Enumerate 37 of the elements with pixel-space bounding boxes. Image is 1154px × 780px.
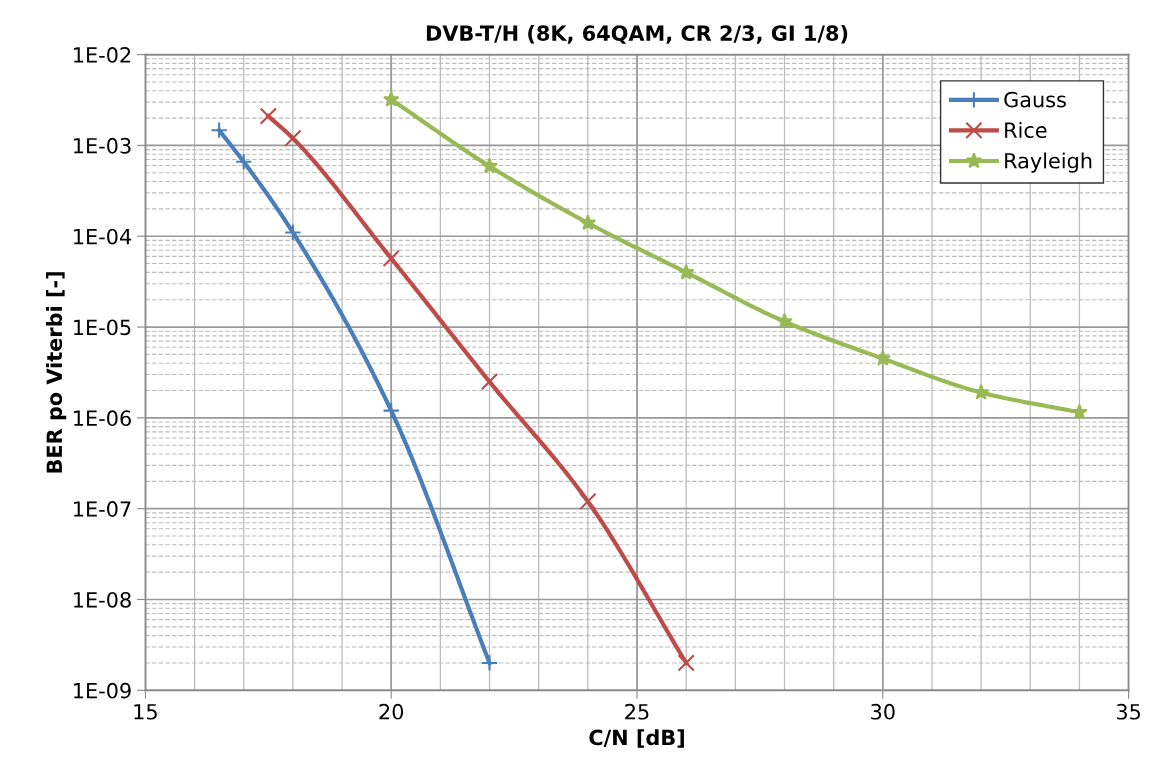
point <box>382 249 400 268</box>
y-tick-label: 1E-03 <box>74 137 131 154</box>
point <box>677 263 695 280</box>
x-tick-label: 35 <box>1116 703 1141 720</box>
point <box>1071 403 1088 420</box>
point <box>382 90 400 107</box>
point <box>579 214 597 231</box>
point <box>235 153 253 171</box>
point <box>481 157 498 174</box>
point <box>874 349 892 366</box>
point <box>382 401 400 420</box>
point <box>480 373 499 391</box>
point <box>284 223 302 242</box>
y-tick-label: 1E-08 <box>74 591 131 608</box>
point <box>210 121 228 139</box>
point <box>579 492 597 511</box>
point <box>259 107 277 125</box>
point <box>284 129 302 147</box>
y-tick-label: 1E-06 <box>74 410 131 427</box>
x-tick-label: 15 <box>134 704 157 720</box>
x-tick-label: 25 <box>625 703 649 720</box>
x-axis-title: C/N [dB] <box>589 729 684 748</box>
y-tick-label: 1E-05 <box>74 319 131 336</box>
x-tick-label: 20 <box>379 703 404 720</box>
point <box>480 654 499 672</box>
point <box>677 654 695 672</box>
y-axis-title: BER po Viterbi [-] <box>46 272 67 473</box>
y-tick-label: 1E-07 <box>74 501 131 517</box>
chart-title: DVB-T/H (8K, 64QAM, CR 2/3, GI 1/8) <box>426 24 848 44</box>
legend-label: Rice <box>1005 121 1047 139</box>
legend-label: Gauss <box>1004 91 1066 108</box>
y-tick-label: 1E-04 <box>74 228 132 245</box>
y-tick-label: 1E-09 <box>74 682 131 699</box>
point <box>776 312 793 329</box>
legend-label: Rayleigh <box>1005 152 1092 173</box>
x-tick-label: 30 <box>871 703 895 720</box>
y-tick-label: 1E-02 <box>74 47 131 63</box>
